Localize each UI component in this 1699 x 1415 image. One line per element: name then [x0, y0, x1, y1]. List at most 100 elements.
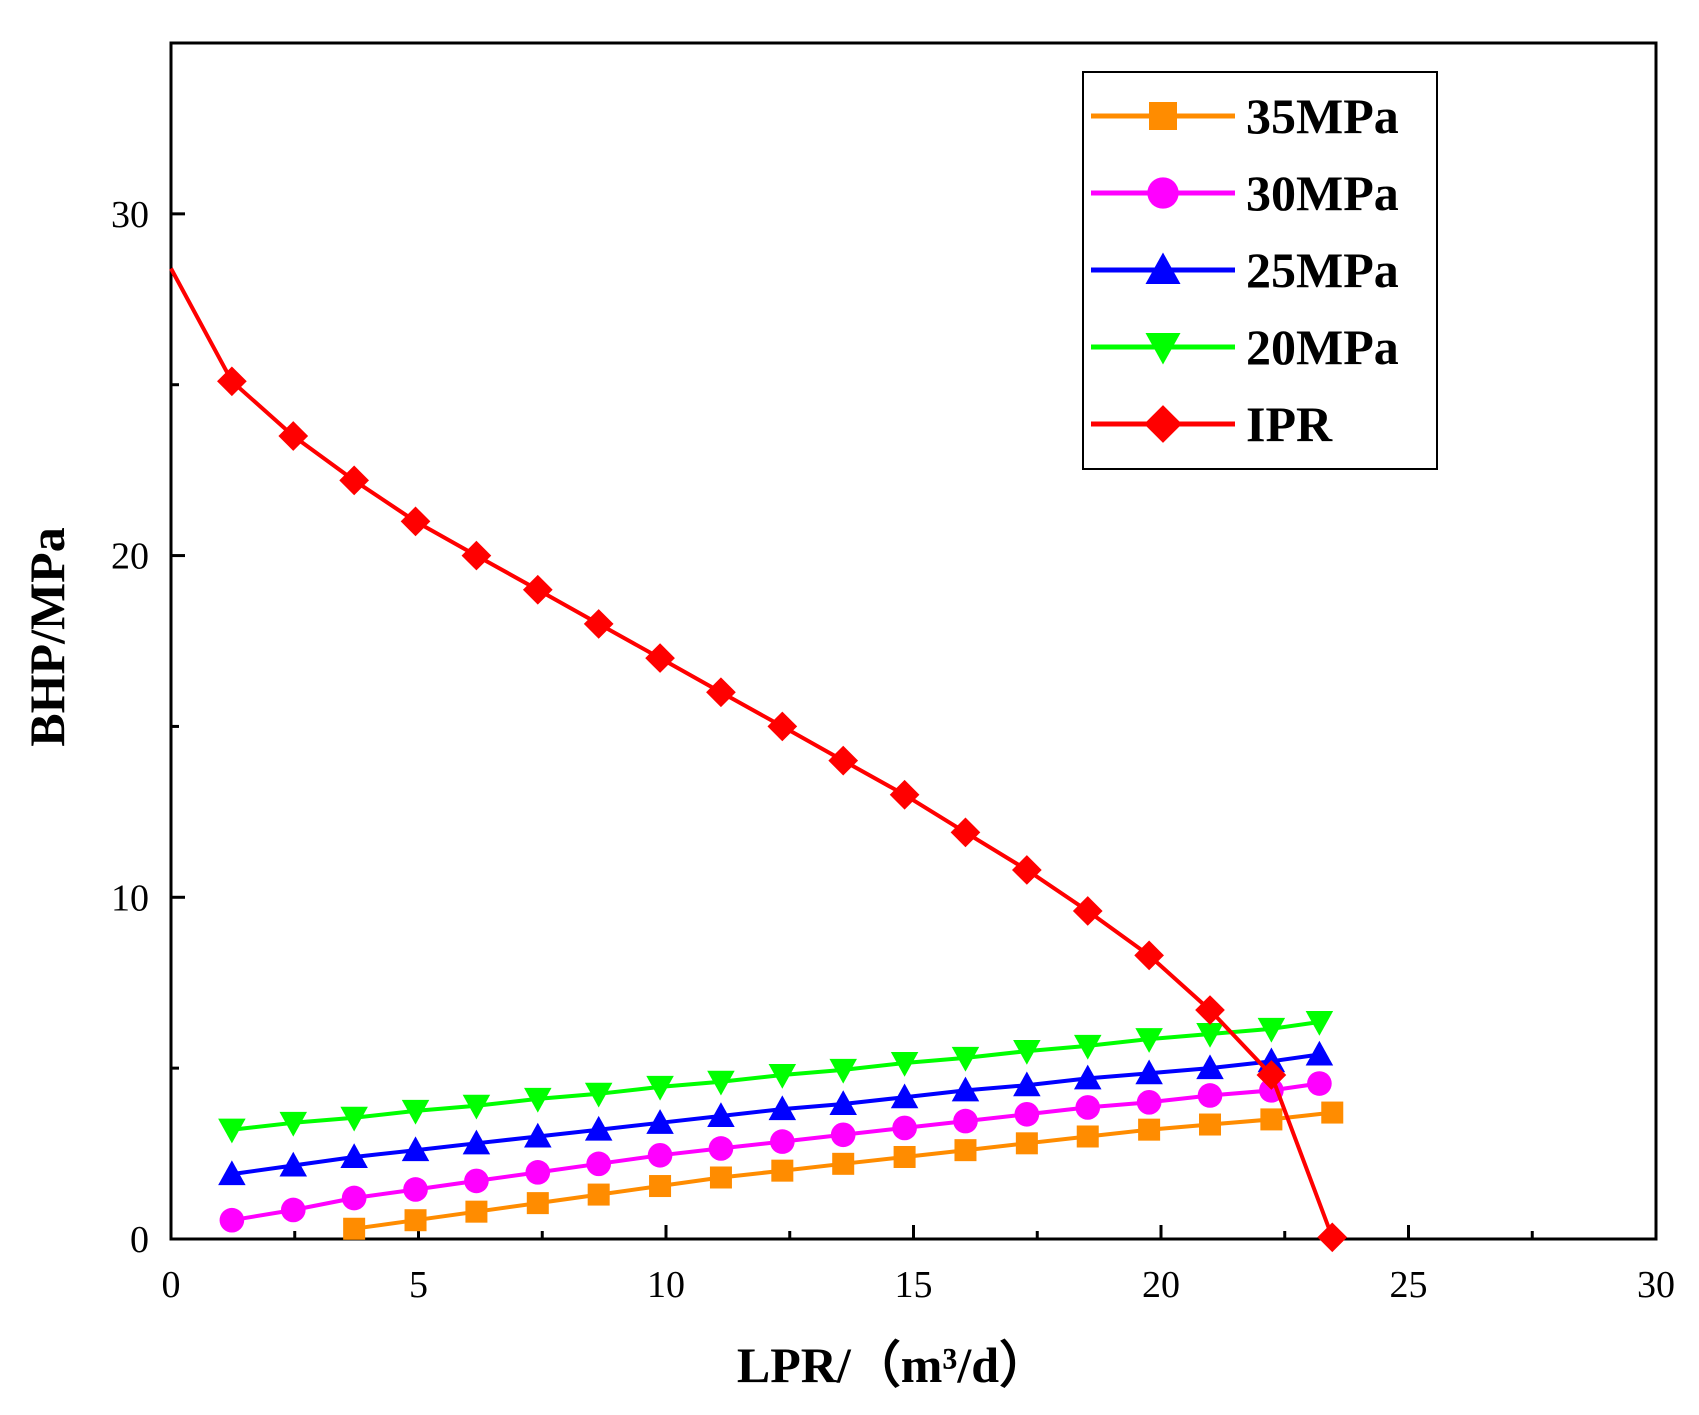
data-point: [279, 1151, 308, 1177]
x-tick-label: 0: [162, 1264, 181, 1306]
data-point: [1256, 1060, 1287, 1090]
data-point: [464, 1168, 489, 1194]
data-point: [767, 711, 798, 742]
data-point: [890, 1052, 919, 1077]
series-20mpa: [218, 1011, 1334, 1144]
data-point: [400, 506, 431, 537]
data-point: [828, 745, 859, 776]
legend-swatch-marker: [1147, 177, 1179, 209]
y-axis-title: BHP/MPa: [19, 527, 75, 746]
data-point: [279, 1111, 308, 1137]
data-point: [1199, 1113, 1222, 1136]
data-point: [1317, 1222, 1348, 1253]
legend-item: 25MPa: [1091, 242, 1399, 298]
x-axis: 0 5 10 15 20 25 30: [162, 1225, 1675, 1306]
data-point: [526, 1192, 549, 1215]
data-point: [587, 1183, 610, 1206]
data-point: [1073, 1064, 1102, 1090]
data-point: [1138, 1118, 1161, 1141]
data-point: [830, 1122, 856, 1148]
x-tick-label: 25: [1390, 1264, 1428, 1306]
data-point: [950, 817, 981, 848]
data-point: [1197, 1083, 1223, 1108]
data-point: [1135, 1028, 1163, 1053]
data-point: [829, 1058, 857, 1084]
data-point: [709, 1166, 732, 1189]
data-point: [218, 1160, 246, 1186]
data-point: [1196, 1054, 1224, 1080]
data-point: [340, 1106, 368, 1132]
data-point: [401, 1136, 430, 1162]
series-35mpa: [343, 1101, 1344, 1240]
data-point: [1015, 1132, 1038, 1155]
data-point: [954, 1139, 977, 1162]
data-point: [1134, 940, 1164, 971]
series-ipr: [169, 267, 1348, 1253]
data-point: [707, 1102, 735, 1127]
data-point: [525, 1160, 551, 1185]
data-point: [1135, 1059, 1163, 1085]
x-tick-label: 15: [895, 1264, 933, 1306]
legend-swatch-marker: [1145, 252, 1181, 284]
data-point: [646, 1075, 674, 1101]
data-point: [404, 1209, 427, 1232]
data-point: [951, 1076, 980, 1102]
data-point: [649, 1175, 672, 1198]
data-point: [953, 1108, 978, 1134]
data-point: [707, 1070, 735, 1096]
data-point: [462, 1129, 491, 1155]
data-point: [646, 1109, 674, 1134]
data-point: [890, 1083, 919, 1109]
legend-swatch-marker: [1145, 333, 1181, 365]
data-point: [1076, 1125, 1099, 1148]
data-point: [219, 1207, 245, 1233]
data-point: [1014, 1101, 1040, 1127]
x-axis-title: LPR/（m³/d）: [737, 1337, 1049, 1393]
data-point: [893, 1145, 916, 1168]
data-point: [1013, 1040, 1041, 1065]
legend-item: 35MPa: [1091, 88, 1399, 144]
legend: 35MPa 30MPa 25MPa 20MPa IPR: [1082, 71, 1438, 470]
x-tick-label: 10: [647, 1264, 685, 1306]
legend-label: 35MPa: [1246, 88, 1399, 144]
data-point: [1013, 1071, 1041, 1097]
data-point: [1305, 1040, 1334, 1066]
data-point: [584, 1115, 613, 1141]
y-tick-label: 30: [111, 194, 149, 236]
series-layer: [169, 267, 1348, 1253]
legend-label: 30MPa: [1246, 165, 1399, 221]
data-point: [951, 1046, 980, 1072]
data-point: [1195, 995, 1225, 1025]
data-point: [1012, 855, 1042, 885]
data-point: [706, 677, 736, 708]
y-tick-label: 20: [111, 536, 149, 578]
data-point: [1075, 1095, 1101, 1120]
data-point: [340, 1143, 368, 1168]
legend-item: 30MPa: [1091, 165, 1399, 221]
data-point: [1196, 1022, 1224, 1048]
data-point: [889, 779, 920, 810]
x-tick-label: 5: [409, 1264, 428, 1306]
data-point: [1305, 1011, 1334, 1036]
legend-label: 25MPa: [1246, 242, 1399, 298]
y-tick-label: 0: [130, 1219, 149, 1261]
legend-label: 20MPa: [1246, 319, 1399, 375]
data-point: [343, 1217, 366, 1240]
data-point: [771, 1159, 794, 1182]
data-point: [1307, 1071, 1332, 1096]
data-point: [280, 1197, 306, 1223]
data-point: [645, 643, 675, 673]
data-point: [586, 1151, 611, 1177]
legend-swatch-marker: [1149, 102, 1177, 130]
data-point: [1073, 1034, 1102, 1060]
data-point: [461, 540, 492, 571]
data-point: [829, 1090, 857, 1116]
y-tick-label: 10: [111, 877, 149, 919]
data-point: [524, 1087, 552, 1113]
legend-item: 20MPa: [1091, 319, 1399, 375]
legend-label: IPR: [1246, 396, 1333, 452]
data-point: [1072, 896, 1103, 926]
data-point: [1257, 1017, 1286, 1043]
data-point: [218, 1118, 246, 1144]
y-axis: 0 10 20 30: [111, 41, 185, 1261]
